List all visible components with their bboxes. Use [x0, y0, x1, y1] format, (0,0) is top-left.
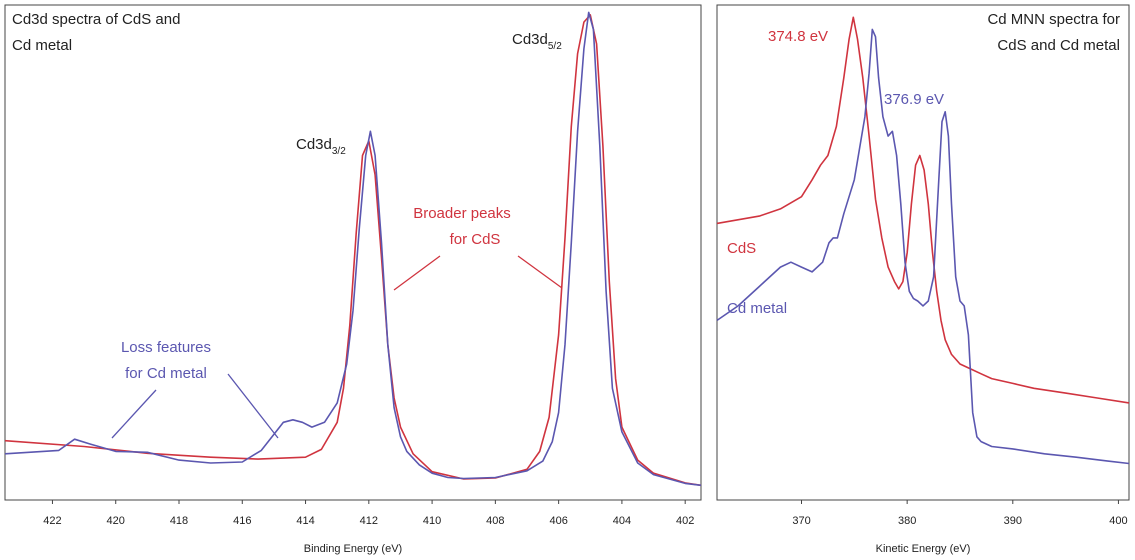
cd3d-x-tick-label: 422	[43, 515, 61, 527]
cd3d-x-axis: 422 420 418 416 414 412 410 408 406 404 402	[43, 500, 694, 527]
cd3d-series-line-cd-metal	[4, 11, 702, 487]
cd3d52-label-base: Cd3d	[512, 31, 548, 48]
mnn-panel: 370 380 390 400 Cd MNN spectra for CdS and …	[716, 4, 1130, 555]
mnn-x-tick-label: 370	[792, 515, 810, 527]
mnn-x-tick-label: 380	[898, 515, 916, 527]
cd3d-x-tick-label: 402	[676, 515, 694, 527]
cd3d-series-line-cds	[4, 14, 702, 487]
cd3d32-label-sub: 3/2	[332, 146, 346, 157]
cd3d32-label-base: Cd3d	[296, 136, 332, 153]
cds-series-label: CdS	[727, 240, 756, 257]
loss-features-label-line1: Loss features	[121, 339, 211, 356]
cd3d-x-tick-label: 404	[613, 515, 631, 527]
broader-peaks-pointer-right	[517, 255, 563, 289]
cd3d-x-tick-label: 412	[360, 515, 378, 527]
loss-features-pointer-right	[227, 373, 279, 439]
cd3d52-label-sub: 5/2	[548, 41, 562, 52]
mnn-x-tick-label: 400	[1109, 515, 1127, 527]
mnn-title-line2: CdS and Cd metal	[997, 37, 1120, 54]
cd3d-x-axis-label: Binding Energy (eV)	[304, 543, 402, 555]
broader-peaks-label-line2: for CdS	[450, 231, 501, 248]
cd3d-x-tick-label: 410	[423, 515, 441, 527]
cd3d-title-line2: Cd metal	[12, 37, 72, 54]
mnn-x-tick-label: 390	[1004, 515, 1022, 527]
broader-peaks-label-line1: Broader peaks	[413, 205, 511, 222]
cds-peak-label: 374.8 eV	[768, 28, 828, 45]
mnn-x-axis: 370 380 390 400	[792, 500, 1128, 527]
cd3d-panel: 422 420 418 416 414 412 410 408 406 404 402 Cd3d s…	[4, 4, 702, 555]
cd3d52-label: Cd3d5/2	[512, 31, 562, 52]
cd3d32-label: Cd3d3/2	[296, 136, 346, 157]
broader-peaks-pointer-left	[393, 255, 441, 291]
metal-peak-label: 376.9 eV	[884, 91, 944, 108]
mnn-series-line-cd-metal	[716, 28, 1130, 465]
mnn-series	[716, 16, 1130, 465]
cd3d-x-tick-label: 416	[233, 515, 251, 527]
cd3d-title-line1: Cd3d spectra of CdS and	[12, 11, 180, 28]
cd3d-series	[4, 11, 702, 487]
cd3d-plot-frame	[4, 4, 702, 501]
loss-features-label-line2: for Cd metal	[125, 365, 207, 382]
mnn-x-axis-label: Kinetic Energy (eV)	[876, 543, 971, 555]
mnn-plot-frame	[716, 4, 1130, 501]
mnn-title-line1: Cd MNN spectra for	[987, 11, 1120, 28]
cd3d-x-tick-label: 406	[549, 515, 567, 527]
cd3d-x-tick-label: 408	[486, 515, 504, 527]
loss-features-pointer-left	[111, 389, 157, 439]
cd3d-x-tick-label: 420	[107, 515, 125, 527]
cd3d-x-tick-label: 414	[296, 515, 314, 527]
cd-metal-series-label: Cd metal	[727, 300, 787, 317]
cd3d-x-tick-label: 418	[170, 515, 188, 527]
